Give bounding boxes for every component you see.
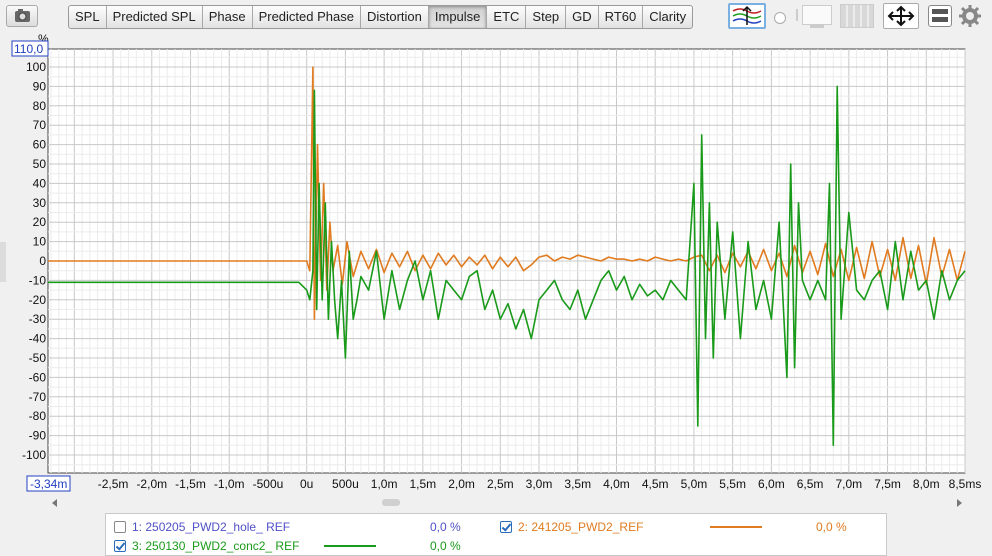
legend-line-swatch: [324, 545, 376, 547]
y-tick-label: -40: [29, 332, 47, 346]
legend-label: 1: 250205_PWD2_hole_ REF: [132, 520, 291, 534]
y-tick-label: 90: [33, 79, 47, 93]
graph-type-tabs: SPL Predicted SPL Phase Predicted Phase Dist…: [68, 5, 694, 29]
x-tick-label: 7,5m: [874, 477, 901, 491]
panel-layout-icon[interactable]: [928, 5, 952, 27]
trace-2: [48, 66, 966, 320]
tab-spl[interactable]: SPL: [69, 6, 107, 28]
x-tick-label: 6,5m: [797, 477, 824, 491]
y-tick-label: 0: [39, 254, 46, 268]
tab-distortion[interactable]: Distortion: [361, 6, 429, 28]
x-tick-label: 3,5m: [564, 477, 591, 491]
toolbar: SPL Predicted SPL Phase Predicted Phase Dist…: [0, 0, 992, 32]
x-tick-label: -1,5m: [175, 477, 206, 491]
y-tick-label: -10: [29, 273, 47, 287]
x-tick-label: -500u: [253, 477, 284, 491]
x-tick-label: 3,0m: [526, 477, 553, 491]
x-tick-label: 4,0m: [603, 477, 630, 491]
x-tick-label: 2,5m: [487, 477, 514, 491]
y-tick-label: -90: [29, 429, 47, 443]
x-tick-label: 4,5m: [642, 477, 669, 491]
x-tick-label: 0u: [300, 477, 313, 491]
x-tick-label: 500u: [332, 477, 359, 491]
tab-gd[interactable]: GD: [566, 6, 599, 28]
y-tick-label: 40: [33, 176, 47, 190]
y-tick-label: 10: [33, 235, 47, 249]
legend-item[interactable]: 1: 250205_PWD2_hole_ REF 0,0 %: [114, 518, 494, 536]
overlay-traces-icon[interactable]: [728, 3, 766, 29]
x-tick-label: -1,0m: [214, 477, 245, 491]
x-tick-label: 1,5m: [410, 477, 437, 491]
impulse-chart[interactable]: 1009080706050403020100-10-20-30-40-50-60…: [0, 32, 992, 512]
camera-icon[interactable]: [6, 5, 38, 27]
horizontal-scrollbar-thumb[interactable]: [382, 499, 400, 506]
tab-clarity[interactable]: Clarity: [649, 9, 687, 24]
x-tick-label: 6,0m: [758, 477, 785, 491]
monitor-icon[interactable]: [802, 5, 832, 25]
x-min-box[interactable]: [26, 475, 71, 492]
y-tick-label: 50: [33, 157, 47, 171]
x-tick-label: -2,0m: [136, 477, 167, 491]
legend-value: 0,0 %: [816, 520, 847, 534]
y-tick-label: 100: [26, 60, 46, 74]
y-axis-unit: %: [38, 32, 49, 46]
y-tick-label: 30: [33, 196, 47, 210]
x-min-label[interactable]: -3,34m: [30, 477, 67, 491]
y-tick-label: -30: [29, 312, 47, 326]
y-max-box[interactable]: [11, 40, 49, 57]
x-tick-label: 8,5ms: [949, 477, 982, 491]
monitor-stand-icon: [810, 25, 824, 28]
tab-step[interactable]: Step: [526, 6, 567, 28]
tab-predicted-phase[interactable]: Predicted Phase: [253, 6, 361, 28]
tab-phase[interactable]: Phase: [203, 6, 253, 28]
gear-icon[interactable]: [958, 4, 982, 28]
legend-line-swatch: [710, 526, 762, 528]
traces: [48, 66, 966, 447]
tab-rt60[interactable]: RT60: [599, 6, 644, 28]
legend: 1: 250205_PWD2_hole_ REF 0,0 % 2: 241205_P…: [105, 513, 887, 556]
legend-item[interactable]: 2: 241205_PWD2_REF 0,0 %: [500, 518, 880, 536]
tab-impulse[interactable]: Impulse: [428, 6, 488, 28]
x-tick-label: 1,0m: [371, 477, 398, 491]
legend-label: 3: 250130_PWD2_conc2_ REF: [132, 539, 300, 553]
legend-label: 2: 241205_PWD2_REF: [518, 520, 644, 534]
x-tick-label: 2,0m: [448, 477, 475, 491]
y-max-label[interactable]: 110,0: [14, 42, 43, 56]
scroll-left-arrow-icon[interactable]: [52, 499, 57, 507]
y-tick-label: -70: [29, 390, 47, 404]
tab-predicted-spl[interactable]: Predicted SPL: [107, 6, 203, 28]
separator-icon: [796, 9, 798, 21]
y-tick-label: 20: [33, 215, 47, 229]
trace-3: [48, 85, 966, 447]
y-tick-label: 60: [33, 138, 47, 152]
x-tick-label: 5,0m: [681, 477, 708, 491]
columns-icon[interactable]: [840, 4, 874, 28]
grid-lines: [48, 49, 966, 473]
move-arrows-icon[interactable]: [883, 3, 919, 29]
y-tick-labels: 1009080706050403020100-10-20-30-40-50-60…: [22, 60, 46, 462]
legend-checkbox[interactable]: [500, 521, 512, 533]
legend-item[interactable]: 3: 250130_PWD2_conc2_ REF 0,0 %: [114, 537, 494, 555]
y-tick-label: -60: [29, 370, 47, 384]
x-tick-label: 7,0m: [835, 477, 862, 491]
y-tick-label: 70: [33, 118, 47, 132]
x-tick-label: 8,0m: [913, 477, 940, 491]
y-tick-label: -100: [22, 448, 46, 462]
y-tick-label: 80: [33, 99, 47, 113]
tab-etc[interactable]: ETC: [487, 6, 527, 28]
x-tick-label: -2,5m: [98, 477, 129, 491]
left-panel-handle[interactable]: [0, 242, 6, 282]
legend-value: 0,0 %: [430, 520, 461, 534]
x-tick-label: 5,5m: [719, 477, 746, 491]
x-tick-labels: -2,5m -2,0m -1,5m -1,0m -500u 0u 500u 1,0m 1,5m 2…: [98, 477, 982, 491]
legend-checkbox[interactable]: [114, 521, 126, 533]
legend-checkbox[interactable]: [114, 540, 126, 552]
impulse-plot[interactable]: 100 90 80 70 60 50 40 30 20 10 0 -10 -20 -30 -40 -50 -60…: [0, 32, 992, 512]
y-tick-label: -80: [29, 409, 47, 423]
radio-icon[interactable]: [774, 12, 786, 24]
legend-value: 0,0 %: [430, 539, 461, 553]
y-tick-label: -50: [29, 351, 47, 365]
scroll-right-arrow-icon[interactable]: [957, 499, 962, 507]
y-tick-label: -20: [29, 293, 47, 307]
